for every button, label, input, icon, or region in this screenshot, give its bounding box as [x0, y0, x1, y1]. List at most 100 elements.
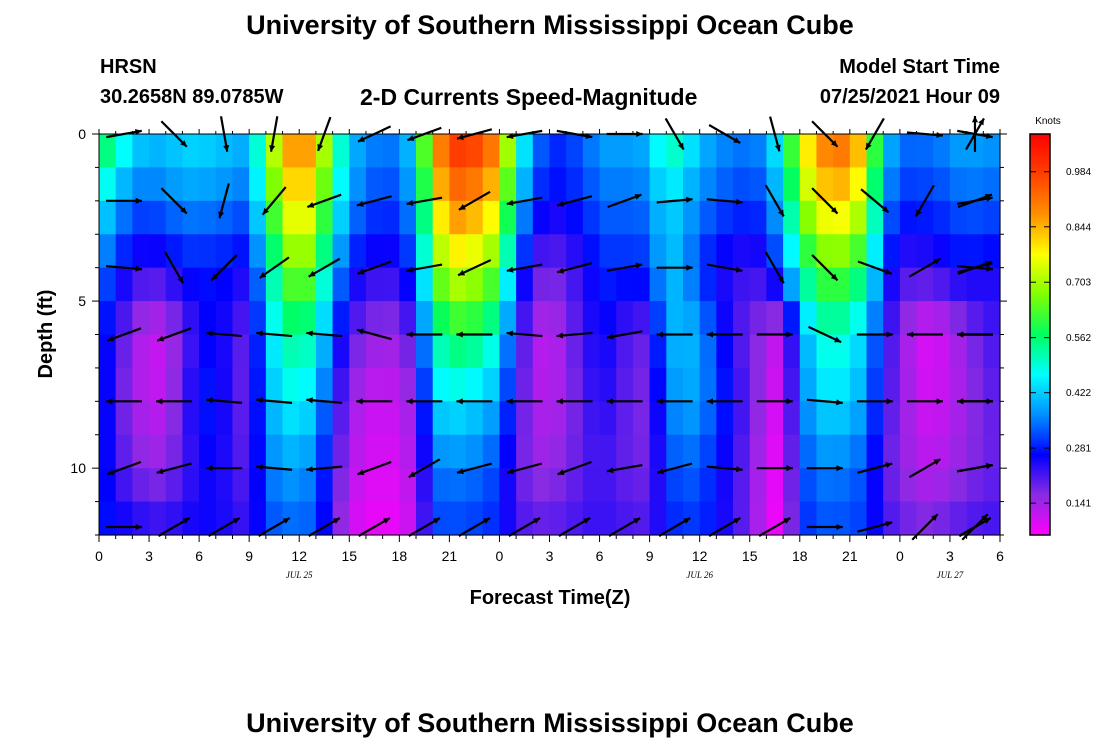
- heatmap-cell: [466, 367, 484, 402]
- current-arrow-head: [156, 398, 163, 405]
- heatmap-cell: [482, 434, 501, 469]
- x-tick-label: 3: [546, 548, 554, 564]
- current-arrow-head: [256, 397, 263, 404]
- heatmap-cell: [949, 167, 968, 202]
- heatmap-cell: [666, 434, 684, 469]
- current-arrow: [957, 463, 993, 473]
- heatmap-cell: [816, 434, 834, 469]
- current-arrow: [208, 517, 241, 537]
- heatmap-cell: [649, 134, 667, 169]
- heatmap-cells: [99, 134, 1001, 536]
- heatmap-cell: [899, 134, 918, 169]
- heatmap-cell: [199, 134, 217, 169]
- heatmap-cell: [132, 167, 150, 202]
- heatmap-cell: [449, 501, 467, 536]
- heatmap-cell: [332, 367, 350, 402]
- heatmap-cell: [215, 134, 234, 169]
- heatmap-cell: [933, 401, 951, 436]
- current-arrow: [806, 398, 843, 406]
- heatmap-cell: [299, 468, 317, 503]
- heatmap-cell: [883, 267, 901, 302]
- heatmap-cell: [983, 134, 1001, 169]
- current-arrow: [958, 517, 992, 537]
- current-arrow-head: [830, 206, 838, 214]
- heatmap-cell: [949, 434, 968, 469]
- heatmap-cell: [282, 267, 300, 302]
- heatmap-cell: [649, 167, 667, 202]
- heatmap-cell: [165, 367, 184, 402]
- current-arrow: [908, 257, 942, 278]
- current-arrow: [811, 254, 839, 282]
- heatmap-cell: [599, 334, 617, 369]
- current-arrow: [106, 523, 143, 531]
- heatmap-cell: [516, 367, 534, 402]
- heatmap-cell: [599, 200, 617, 235]
- current-arrow-head: [356, 398, 363, 405]
- current-arrow: [106, 398, 143, 405]
- heatmap-cell: [766, 134, 784, 169]
- heatmap-cell: [432, 468, 450, 503]
- heatmap-cell: [516, 134, 534, 169]
- current-arrow-head: [506, 133, 514, 140]
- heatmap-cell: [816, 468, 834, 503]
- heatmap-cell: [165, 167, 184, 202]
- heatmap-cell: [766, 501, 784, 536]
- heatmap-cell: [833, 167, 851, 202]
- heatmap-cell: [933, 200, 951, 235]
- colorbar-label: 0.562: [1066, 333, 1091, 344]
- heatmap-cell: [983, 367, 1001, 402]
- heatmap-cell: [916, 401, 934, 436]
- current-arrow-head: [677, 142, 684, 150]
- current-arrow-head: [985, 195, 993, 202]
- current-arrow-head: [406, 266, 414, 273]
- current-arrow: [606, 330, 643, 340]
- heatmap-cell: [883, 334, 901, 369]
- heatmap-cell: [833, 367, 851, 402]
- heatmap-cell: [99, 134, 117, 169]
- current-arrow-head: [656, 398, 663, 405]
- heatmap-cell: [332, 334, 350, 369]
- heatmap-cell: [99, 468, 117, 503]
- heatmap-cell: [599, 501, 617, 536]
- heatmap-cell: [249, 234, 267, 269]
- heatmap-cell: [566, 367, 584, 402]
- heatmap-cell: [215, 234, 234, 269]
- heatmap-cell: [582, 468, 601, 503]
- heatmap-cell: [749, 501, 768, 536]
- heatmap-cell: [599, 134, 617, 169]
- current-arrow: [656, 331, 693, 338]
- heatmap-cell: [632, 200, 651, 235]
- heatmap-cell: [766, 200, 784, 235]
- heatmap-cell: [866, 434, 884, 469]
- heatmap-cell: [566, 468, 584, 503]
- x-tick-label: 6: [596, 548, 604, 564]
- heatmap-cell: [899, 434, 918, 469]
- heatmap-cell: [916, 301, 934, 336]
- current-arrow: [218, 183, 230, 219]
- current-arrow-head: [885, 521, 893, 527]
- current-arrow: [456, 331, 493, 338]
- heatmap-cell: [766, 334, 784, 369]
- heatmap-cell: [749, 401, 768, 436]
- heatmap-cell: [682, 267, 701, 302]
- current-arrow: [806, 523, 843, 531]
- current-arrow-head: [356, 200, 364, 207]
- heatmap-cell: [382, 134, 400, 169]
- heatmap-cell: [616, 301, 634, 336]
- heatmap-cell: [916, 468, 934, 503]
- current-arrow-head: [936, 398, 943, 405]
- heatmap-cell: [532, 200, 551, 235]
- current-arrow: [606, 463, 643, 474]
- heatmap-cell: [265, 301, 284, 336]
- heatmap-cell: [966, 334, 984, 369]
- heatmap-cell: [933, 267, 951, 302]
- heatmap-cell: [649, 401, 667, 436]
- heatmap-cell: [99, 501, 117, 536]
- current-arrow: [357, 260, 392, 275]
- heatmap-cell: [232, 234, 250, 269]
- current-arrow-head: [777, 209, 784, 217]
- current-arrow-head: [683, 518, 691, 524]
- model-start-label: Model Start Time: [839, 56, 1000, 78]
- current-arrow-head: [865, 142, 872, 150]
- heatmap-cell: [733, 434, 751, 469]
